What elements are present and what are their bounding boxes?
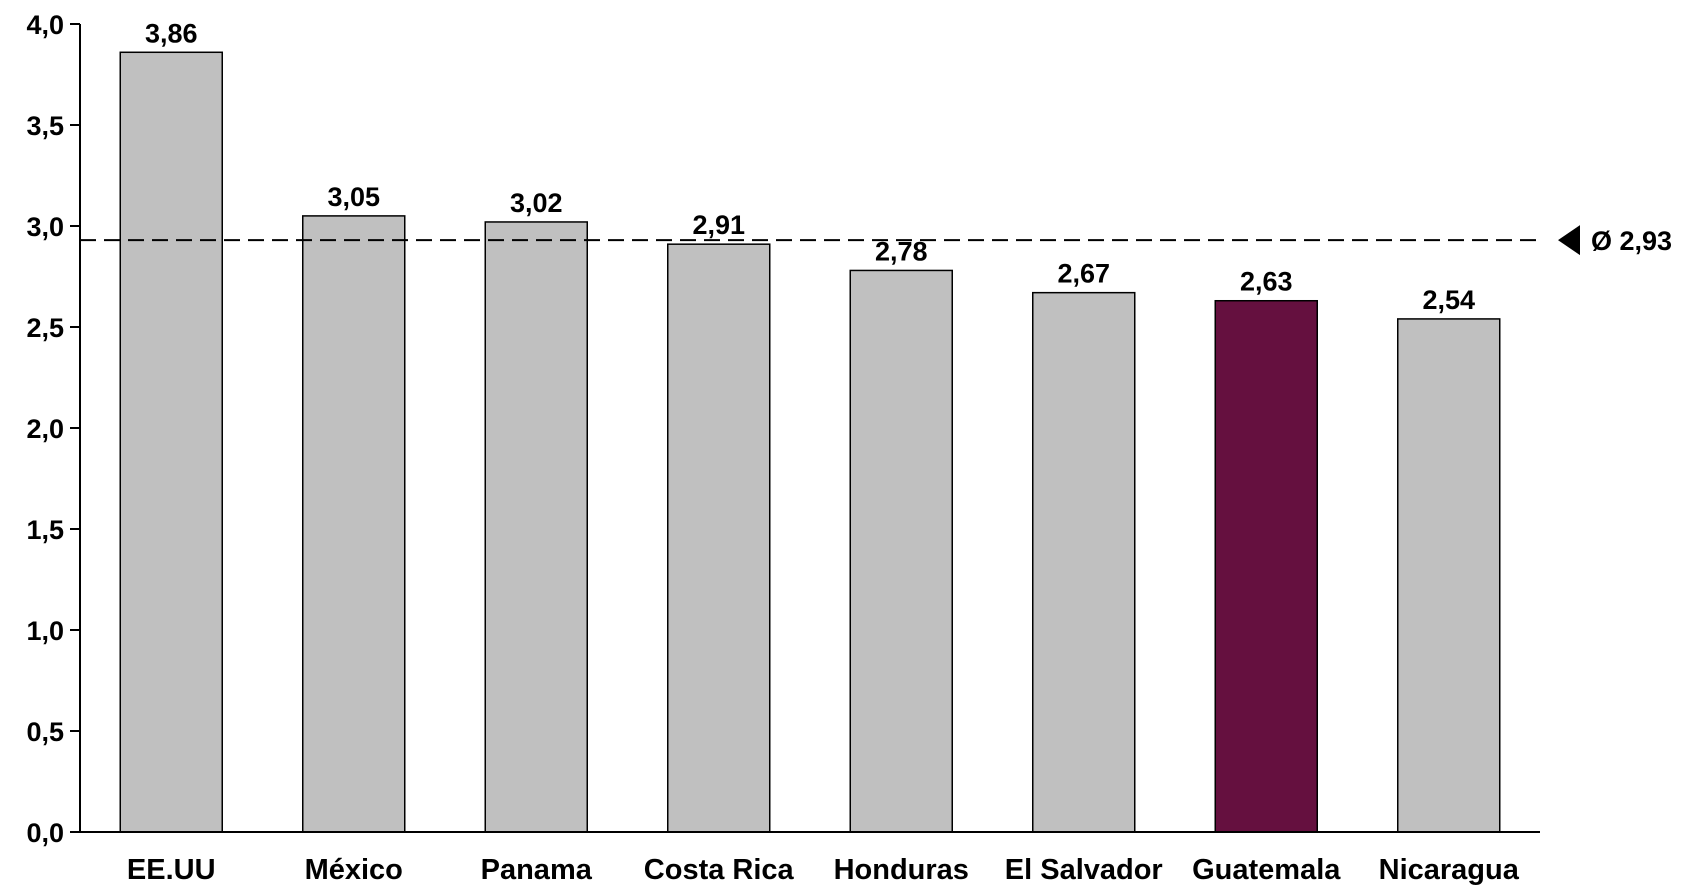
y-tick-label: 0,0: [26, 818, 64, 848]
bar-m-xico: [303, 216, 405, 832]
bar-ee-uu: [120, 52, 222, 832]
x-axis: EE.UU México Panama Costa Rica Honduras El Sa…: [80, 832, 1540, 886]
data-label: 2,67: [1057, 259, 1110, 289]
y-tick-label: 4,0: [26, 10, 64, 40]
y-tick-label: 2,5: [26, 313, 64, 343]
x-category-label: Nicaragua: [1379, 854, 1520, 886]
bar-el-salvador: [1033, 293, 1135, 832]
bar-nicaragua: [1398, 319, 1500, 832]
x-category-label: Honduras: [834, 854, 969, 886]
data-label: 2,54: [1422, 285, 1475, 315]
x-category-label: EE.UU: [127, 854, 216, 886]
data-label: 2,63: [1240, 267, 1293, 297]
average-label: Ø 2,93: [1591, 226, 1672, 256]
average-marker-icon: [1558, 225, 1580, 255]
x-category-label: Panama: [481, 854, 593, 886]
data-label: 3,02: [510, 188, 563, 218]
y-tick-label: 0,5: [26, 717, 64, 747]
x-category-label: México: [305, 854, 403, 886]
y-tick-label: 3,0: [26, 212, 64, 242]
x-category-label: Costa Rica: [644, 854, 795, 886]
x-category-label: El Salvador: [1005, 854, 1163, 886]
data-label: 3,86: [145, 18, 198, 48]
x-category-label: Guatemala: [1192, 854, 1341, 886]
bars: [120, 52, 1500, 832]
y-tick-label: 1,5: [26, 515, 64, 545]
y-tick-label: 2,0: [26, 414, 64, 444]
data-label: 3,05: [327, 182, 380, 212]
data-label: 2,91: [692, 210, 745, 240]
bar-costa-rica: [668, 244, 770, 832]
y-tick-label: 3,5: [26, 111, 64, 141]
y-axis: 0,0 0,5 1,0 1,5 2,0 2,5 3,0 3,5 4,0: [26, 10, 80, 848]
bar-guatemala: [1215, 301, 1317, 832]
bar-honduras: [850, 270, 952, 832]
y-tick-label: 1,0: [26, 616, 64, 646]
bar-panama: [485, 222, 587, 832]
